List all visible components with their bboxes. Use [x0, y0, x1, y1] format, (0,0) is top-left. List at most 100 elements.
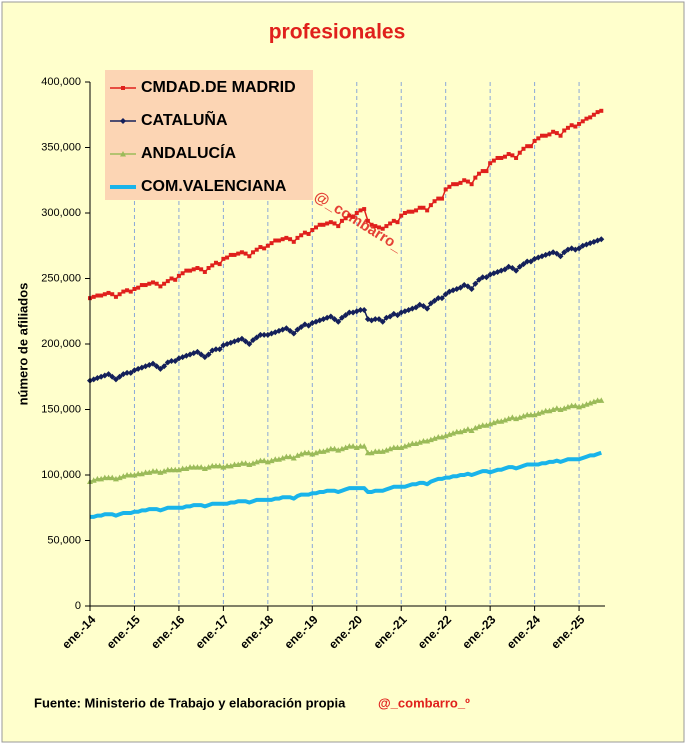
point	[402, 211, 407, 215]
point	[464, 283, 471, 290]
point	[528, 144, 533, 149]
point	[206, 266, 211, 271]
point	[527, 258, 534, 265]
point	[291, 239, 296, 244]
point	[472, 280, 479, 287]
point	[480, 169, 485, 174]
point	[198, 351, 205, 358]
legend-label: ANDALUCÍA	[141, 143, 237, 162]
point	[290, 330, 297, 337]
point	[462, 178, 467, 183]
point	[102, 292, 107, 297]
point	[336, 224, 341, 229]
point	[157, 365, 164, 372]
point	[125, 288, 130, 293]
point	[465, 179, 470, 184]
point	[269, 241, 274, 246]
point	[221, 256, 226, 261]
y-tick-label: 150,000	[41, 403, 81, 415]
point	[562, 128, 567, 133]
y-tick-label: 100,000	[41, 469, 81, 481]
point	[458, 180, 463, 185]
point	[421, 205, 426, 210]
point	[476, 276, 483, 283]
series-layer	[87, 108, 605, 519]
point	[468, 427, 475, 433]
point	[180, 271, 185, 276]
point	[540, 133, 545, 138]
point	[501, 266, 508, 273]
point	[354, 211, 359, 215]
point	[365, 218, 370, 223]
point	[395, 220, 400, 225]
point	[561, 249, 568, 256]
series	[87, 397, 605, 485]
point	[338, 314, 345, 321]
point	[213, 260, 218, 265]
point	[165, 279, 170, 284]
series	[90, 450, 602, 519]
credit: @_combarro_º	[378, 695, 470, 710]
point	[375, 316, 382, 323]
point	[273, 238, 278, 243]
point	[202, 269, 207, 274]
point	[199, 267, 204, 272]
point	[553, 405, 560, 411]
point	[339, 218, 344, 223]
point	[201, 354, 208, 361]
point	[351, 214, 356, 219]
point	[150, 280, 155, 285]
point	[557, 253, 564, 260]
point	[217, 262, 222, 267]
point	[191, 267, 196, 272]
point	[477, 171, 482, 176]
point	[302, 230, 307, 235]
point	[288, 237, 293, 242]
point	[521, 146, 526, 151]
point	[410, 209, 415, 214]
point	[510, 153, 515, 158]
point	[469, 182, 474, 187]
point	[491, 158, 496, 163]
point	[380, 226, 385, 231]
point	[424, 305, 431, 312]
point	[172, 358, 179, 365]
point	[350, 443, 357, 449]
point	[438, 295, 445, 302]
point	[287, 453, 294, 460]
point	[198, 464, 205, 470]
point	[347, 213, 352, 218]
point	[484, 169, 489, 174]
point	[369, 222, 374, 227]
point	[246, 341, 253, 347]
point	[554, 131, 559, 136]
point	[305, 449, 312, 456]
point	[332, 221, 337, 226]
point	[413, 304, 420, 311]
point	[310, 228, 315, 233]
point	[242, 338, 249, 345]
point	[169, 276, 174, 281]
point	[117, 292, 122, 297]
point	[335, 318, 342, 325]
point	[112, 376, 119, 383]
point	[247, 254, 252, 259]
point	[394, 312, 401, 319]
point	[499, 155, 504, 160]
point	[127, 369, 134, 376]
point	[314, 225, 319, 230]
series	[88, 108, 604, 301]
point	[362, 207, 367, 212]
point	[427, 300, 434, 307]
point	[468, 285, 475, 292]
point	[216, 346, 223, 353]
point	[325, 221, 330, 226]
point	[253, 334, 260, 341]
point	[576, 245, 583, 252]
point	[173, 277, 178, 282]
point	[358, 208, 363, 213]
point	[591, 112, 596, 117]
y-tick-label: 250,000	[41, 272, 81, 284]
point	[598, 397, 605, 403]
y-tick-label: 50,000	[47, 534, 81, 546]
